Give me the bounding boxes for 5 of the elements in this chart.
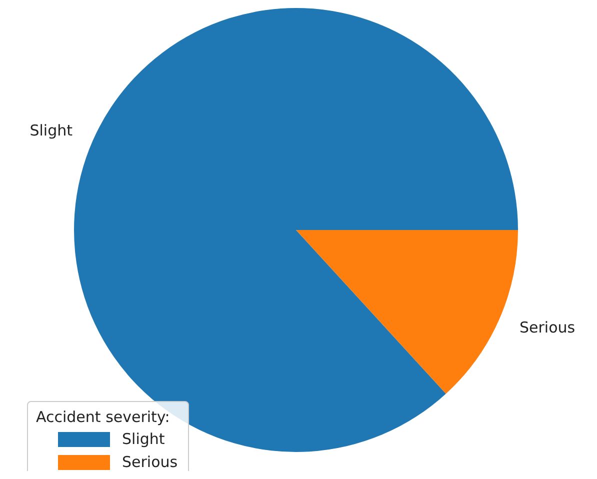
slice-label: Serious xyxy=(520,318,576,336)
legend-label: Slight xyxy=(122,430,165,448)
slice-label: Slight xyxy=(30,122,73,140)
legend-title: Accident severity: xyxy=(36,408,171,426)
legend-label: Serious xyxy=(122,453,178,471)
